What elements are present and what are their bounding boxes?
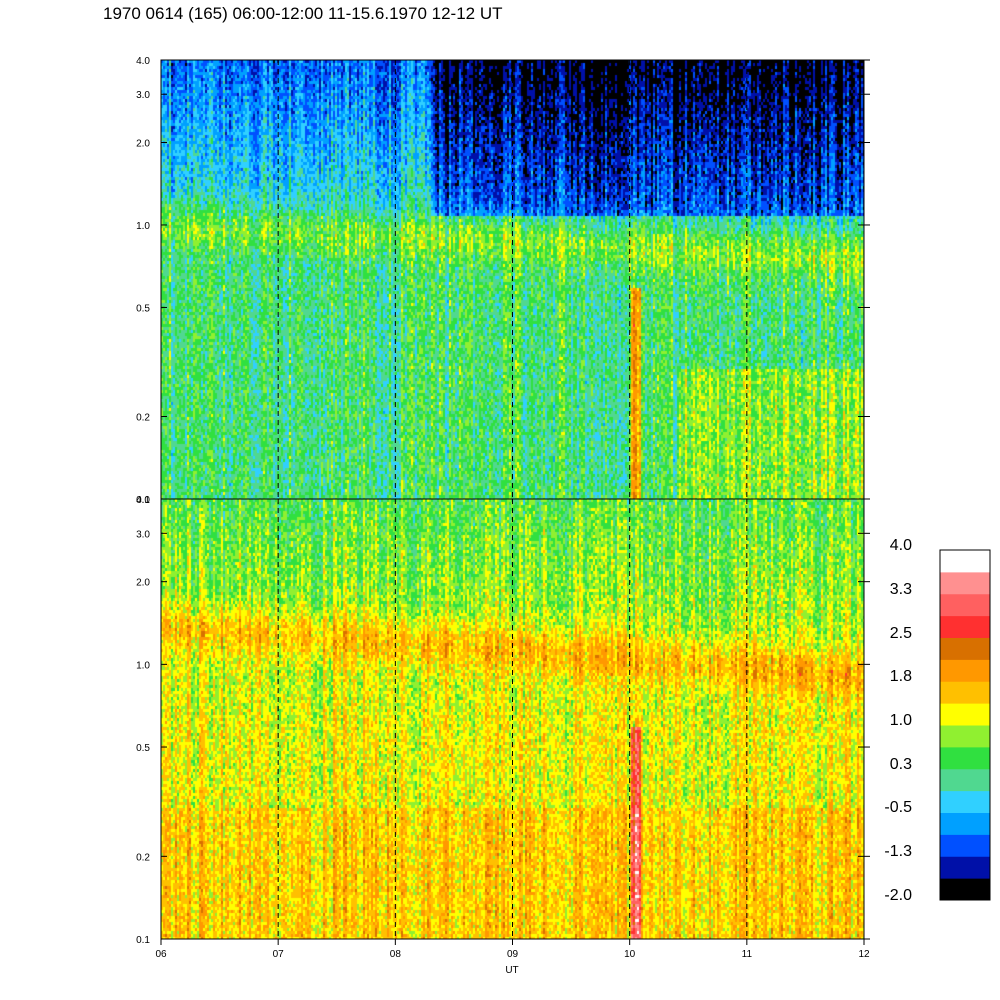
colorbar-label: 1.8 xyxy=(890,668,912,685)
colorbar-label: 3.3 xyxy=(890,581,912,598)
colorbar-swatch xyxy=(940,812,990,835)
colorbar-swatch xyxy=(940,746,990,770)
y-tick-label: 0.2 xyxy=(136,852,150,863)
colorbar: 4.0 3.3 2.5 1.8 1.0 0.3 -0.5 -1.3 -2.0 xyxy=(884,537,991,904)
y-tick-label: 0.1 xyxy=(136,495,150,506)
y-tick-label: 1.0 xyxy=(136,660,150,671)
colorbar-swatch xyxy=(940,790,990,813)
colorbar-swatch xyxy=(940,659,990,682)
colorbar-swatch xyxy=(940,834,990,857)
x-tick-label: 06 xyxy=(155,949,167,960)
axes: 4.03.02.01.00.50.20.14.03.02.01.00.50.20… xyxy=(136,56,870,976)
chart-title: 1970 0614 (165) 06:00-12:00 11-15.6.1970… xyxy=(103,4,503,23)
colorbar-label: -2.0 xyxy=(884,887,912,904)
y-tick-label: 3.0 xyxy=(136,529,150,540)
colorbar-swatch xyxy=(940,703,990,726)
y-tick-label: 0.2 xyxy=(136,413,150,424)
colorbar-swatch xyxy=(940,725,990,748)
y-tick-label: 1.0 xyxy=(136,221,150,232)
x-tick-label: 09 xyxy=(507,949,519,960)
colorbar-swatch xyxy=(940,681,990,704)
y-tick-label: 3.0 xyxy=(136,90,150,101)
colorbar-swatch xyxy=(940,593,990,617)
colorbar-label: 2.5 xyxy=(890,625,912,642)
x-axis-label: UT xyxy=(505,965,518,976)
colorbar-swatch xyxy=(940,878,990,901)
x-tick-label: 11 xyxy=(742,949,753,960)
x-tick-label: 08 xyxy=(390,949,402,960)
colorbar-label: 1.0 xyxy=(890,712,912,729)
colorbar-swatch xyxy=(940,856,990,879)
colorbar-swatch xyxy=(940,571,990,595)
y-tick-label: 0.5 xyxy=(136,743,150,754)
colorbar-frame xyxy=(939,549,991,901)
x-tick-label: 10 xyxy=(624,949,636,960)
colorbar-label: 4.0 xyxy=(890,537,912,554)
x-tick-label: 07 xyxy=(273,949,285,960)
colorbar-swatch xyxy=(940,768,990,792)
colorbar-label: 0.3 xyxy=(890,756,912,773)
colorbar-label: -1.3 xyxy=(884,843,912,860)
x-tick-label: 12 xyxy=(858,949,870,960)
colorbar-label: -0.5 xyxy=(884,799,912,816)
colorbar-swatch xyxy=(940,637,990,660)
y-tick-label: 2.0 xyxy=(136,578,150,589)
y-tick-label: 0.1 xyxy=(136,935,150,946)
y-tick-label: 4.0 xyxy=(136,56,150,67)
y-tick-label: 2.0 xyxy=(136,138,150,149)
colorbar-swatch xyxy=(940,615,990,638)
y-tick-label: 0.5 xyxy=(136,303,150,314)
y-tick-label: 4.0 xyxy=(136,495,150,506)
colorbar-swatch xyxy=(940,550,990,573)
